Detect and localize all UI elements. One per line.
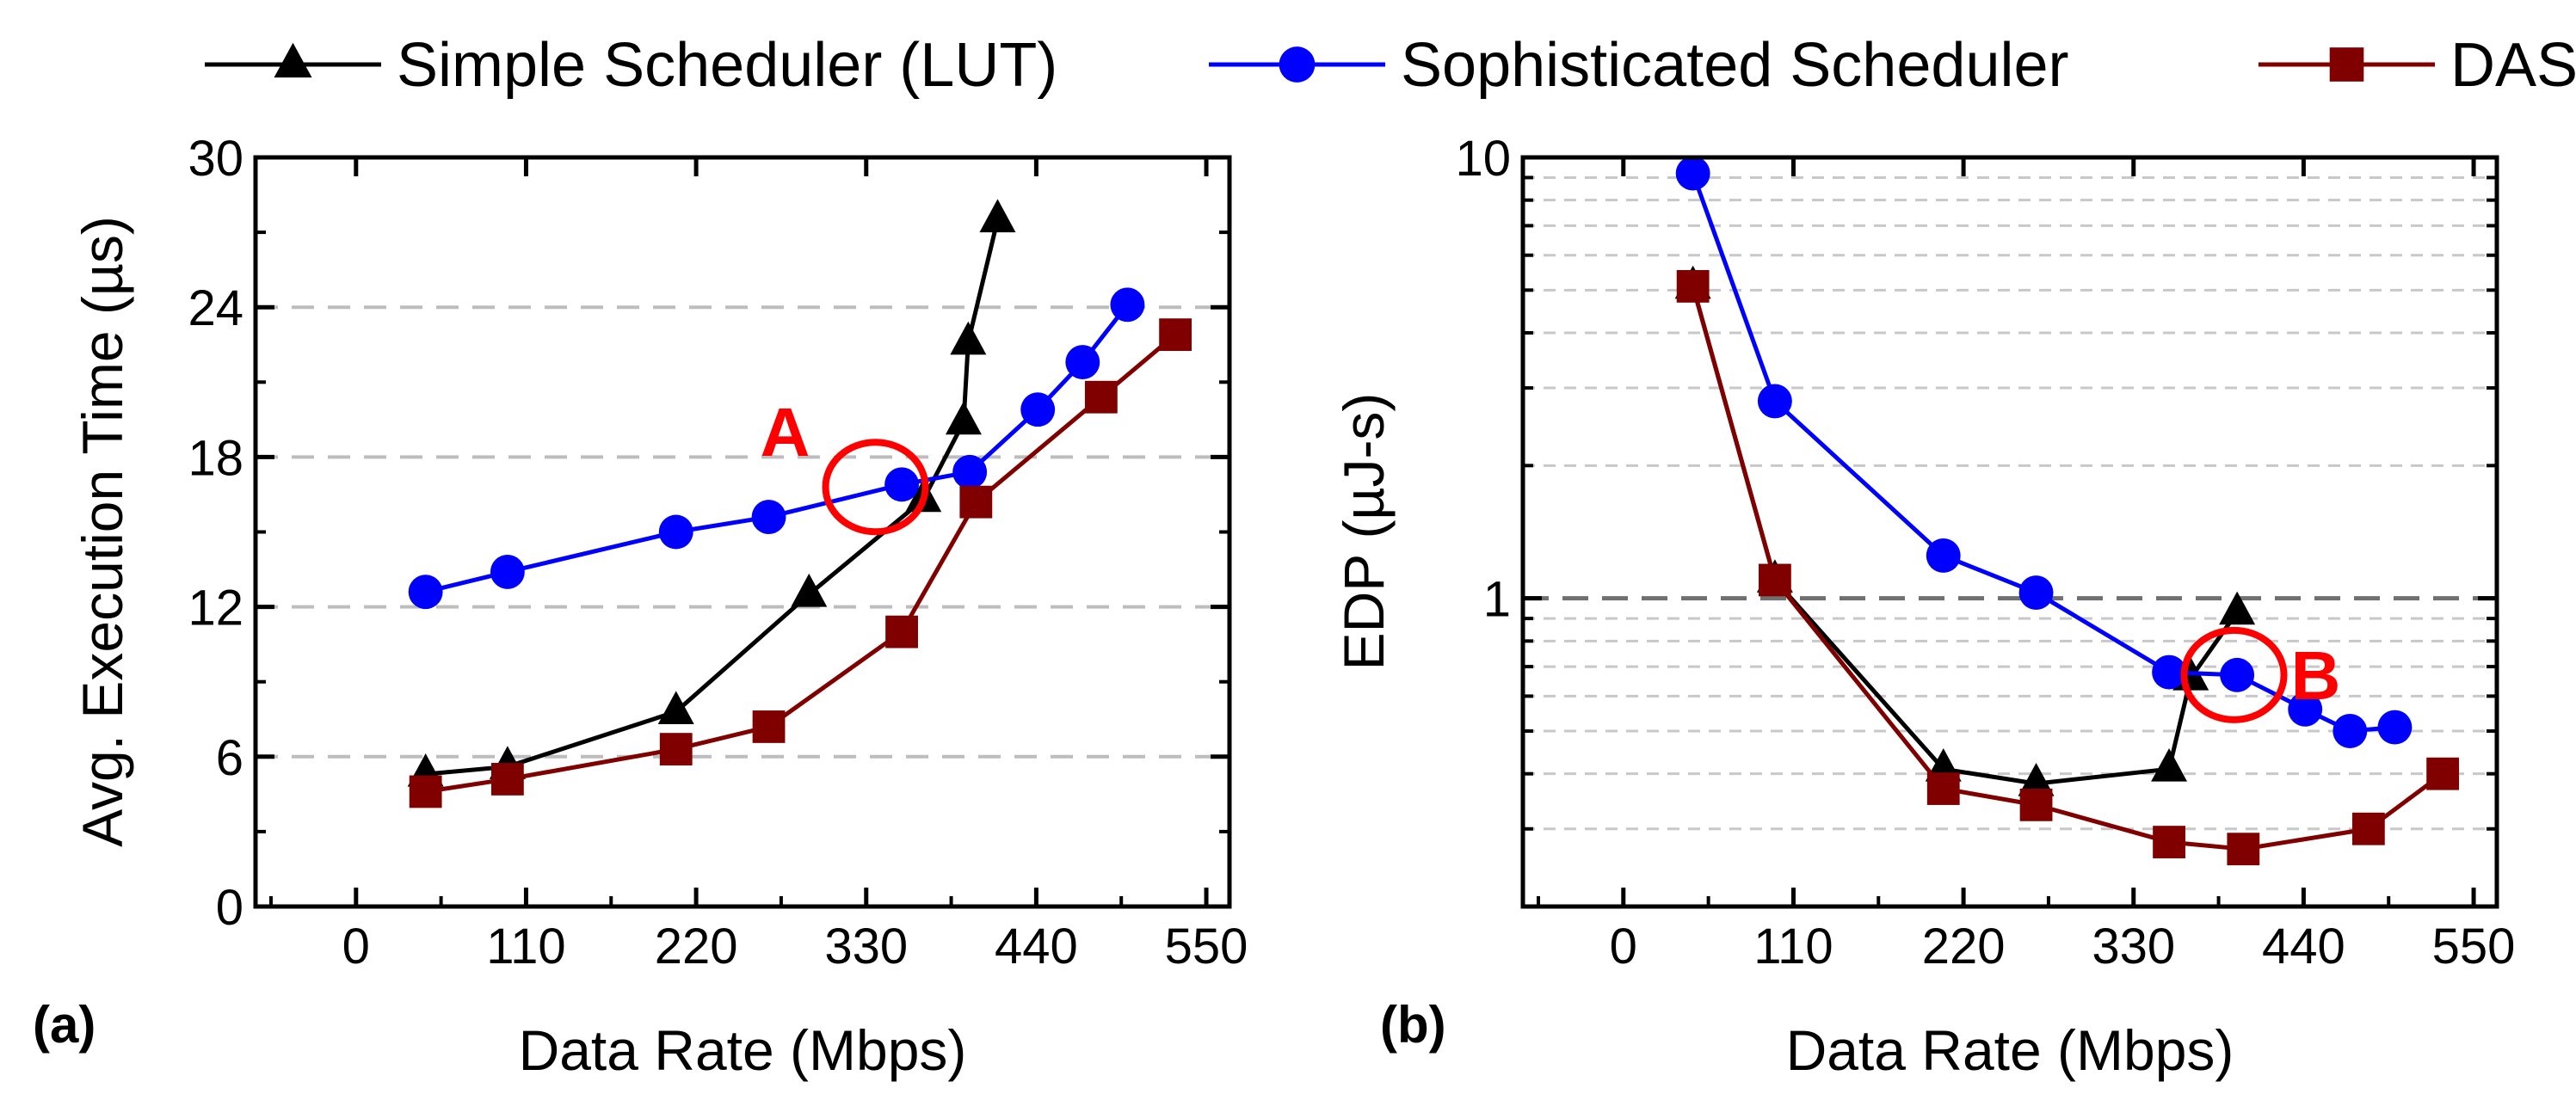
y-tick-label-b-1: 1 bbox=[1483, 572, 1511, 628]
series-line-b-simple-scheduler-lut bbox=[1691, 286, 2240, 786]
data-point-a-sophisticated-scheduler-5 bbox=[952, 454, 988, 489]
panel-label-a: (a) bbox=[33, 996, 96, 1054]
series-line-a-das bbox=[425, 333, 1177, 794]
chart-panel-a: 0 110 220 330 440 550 0 6 12 18 24 30 A Data Rate (… bbox=[33, 131, 1248, 1082]
data-point-b-das-0 bbox=[1676, 270, 1710, 303]
x-tick-label-a-0: 0 bbox=[342, 919, 370, 974]
panel-label-b: (b) bbox=[1380, 996, 1446, 1054]
data-point-a-das-2 bbox=[659, 733, 693, 765]
data-point-b-sophisticated-scheduler-3 bbox=[2018, 575, 2054, 611]
y-tick-label-b-10: 10 bbox=[1455, 131, 1511, 187]
data-point-a-sophisticated-scheduler-6 bbox=[1020, 392, 1056, 427]
legend: Simple Scheduler (LUT) Sophisticated Sche… bbox=[205, 31, 2576, 100]
data-point-b-das-3 bbox=[2019, 788, 2053, 821]
plot-frame-b bbox=[1520, 155, 2499, 909]
x-tick-label-b-220: 220 bbox=[1922, 919, 2006, 974]
data-point-b-sophisticated-scheduler-0 bbox=[1675, 156, 1710, 191]
x-tick-label-a-550: 550 bbox=[1165, 919, 1248, 974]
data-point-a-simple-scheduler-lut-7 bbox=[979, 199, 1016, 233]
y-axis-label-a: Avg. Execution Time (µs) bbox=[71, 216, 134, 847]
data-point-a-sophisticated-scheduler-2 bbox=[658, 514, 693, 550]
series-line-a-simple-scheduler-lut bbox=[425, 218, 1000, 777]
x-tick-label-a-440: 440 bbox=[995, 919, 1078, 974]
data-point-b-das-2 bbox=[1926, 772, 1960, 805]
data-point-b-sophisticated-scheduler-8 bbox=[2377, 710, 2413, 745]
x-tick-label-b-0: 0 bbox=[1610, 919, 1637, 974]
data-point-a-simple-scheduler-lut-5 bbox=[945, 401, 982, 435]
data-point-a-das-7 bbox=[1159, 318, 1192, 352]
data-point-b-das-4 bbox=[2153, 826, 2185, 858]
data-point-a-sophisticated-scheduler-4 bbox=[884, 467, 920, 502]
series-line-b-sophisticated-scheduler bbox=[1691, 172, 2395, 734]
legend-label-simple-scheduler-lut: Simple Scheduler (LUT) bbox=[397, 31, 1057, 100]
annotation-label-a: A bbox=[761, 394, 810, 470]
x-axis-label-b: Data Rate (Mbps) bbox=[1786, 1018, 2234, 1082]
y-tick-label-a-6: 6 bbox=[216, 730, 243, 786]
y-tick-label-a-24: 24 bbox=[188, 280, 243, 336]
x-tick-label-a-220: 220 bbox=[655, 919, 738, 974]
x-tick-label-a-110: 110 bbox=[486, 919, 565, 974]
data-point-b-sophisticated-scheduler-1 bbox=[1757, 384, 1792, 419]
data-point-b-das-5 bbox=[2227, 833, 2260, 866]
data-point-b-simple-scheduler-lut-4 bbox=[2151, 748, 2188, 782]
legend-marker-das bbox=[2329, 47, 2364, 82]
y-axis-label-b: EDP (µJ-s) bbox=[1332, 393, 1396, 671]
data-point-b-sophisticated-scheduler-2 bbox=[1926, 538, 1961, 573]
data-point-a-sophisticated-scheduler-0 bbox=[408, 575, 443, 610]
y-tick-label-a-0: 0 bbox=[216, 880, 243, 936]
data-point-a-das-3 bbox=[752, 710, 786, 743]
y-tick-label-a-12: 12 bbox=[188, 581, 243, 636]
data-point-b-das-7 bbox=[2426, 757, 2460, 790]
data-point-a-das-1 bbox=[490, 763, 524, 796]
plot-frame-a bbox=[253, 155, 1232, 909]
annotation-circle-a bbox=[822, 439, 929, 536]
x-tick-label-b-110: 110 bbox=[1753, 919, 1833, 974]
data-point-b-simple-scheduler-lut-6 bbox=[2219, 591, 2256, 625]
data-point-b-sophisticated-scheduler-5 bbox=[2220, 657, 2255, 692]
annotation-label-b: B bbox=[2291, 637, 2341, 714]
x-tick-label-b-550: 550 bbox=[2432, 919, 2516, 974]
data-point-a-simple-scheduler-lut-2 bbox=[657, 691, 694, 725]
series-line-b-das bbox=[1691, 286, 2444, 851]
data-point-a-simple-scheduler-lut-3 bbox=[791, 573, 828, 607]
legend-label-das: DAS bbox=[2450, 31, 2576, 100]
data-point-b-sophisticated-scheduler-6 bbox=[2288, 691, 2323, 727]
x-tick-label-a-330: 330 bbox=[824, 919, 908, 974]
data-point-a-sophisticated-scheduler-8 bbox=[1110, 287, 1145, 323]
data-point-a-sophisticated-scheduler-3 bbox=[751, 500, 786, 535]
data-point-a-das-5 bbox=[959, 485, 993, 519]
data-point-a-das-6 bbox=[1084, 380, 1118, 414]
data-point-a-sophisticated-scheduler-7 bbox=[1065, 345, 1100, 380]
annotation-circle-b bbox=[2180, 626, 2288, 723]
x-axis-label-a: Data Rate (Mbps) bbox=[519, 1018, 967, 1082]
data-point-b-das-6 bbox=[2351, 812, 2385, 845]
data-point-b-simple-scheduler-lut-3 bbox=[2018, 762, 2055, 796]
data-point-b-das-1 bbox=[1758, 563, 1791, 597]
x-tick-label-b-330: 330 bbox=[2092, 919, 2175, 974]
legend-label-sophisticated-scheduler: Sophisticated Scheduler bbox=[1401, 31, 2069, 100]
data-point-a-simple-scheduler-lut-6 bbox=[950, 321, 987, 355]
y-tick-label-a-30: 30 bbox=[188, 131, 243, 187]
data-point-a-das-4 bbox=[885, 615, 918, 648]
data-point-b-sophisticated-scheduler-7 bbox=[2333, 714, 2368, 748]
legend-marker-sophisticated-scheduler bbox=[1279, 46, 1316, 83]
x-tick-label-b-440: 440 bbox=[2262, 919, 2345, 974]
legend-marker-simple-scheduler-lut bbox=[274, 42, 312, 78]
y-tick-label-a-18: 18 bbox=[188, 430, 243, 486]
data-point-a-das-0 bbox=[409, 775, 442, 808]
data-point-a-sophisticated-scheduler-1 bbox=[490, 555, 525, 589]
data-point-b-sophisticated-scheduler-4 bbox=[2152, 655, 2187, 690]
